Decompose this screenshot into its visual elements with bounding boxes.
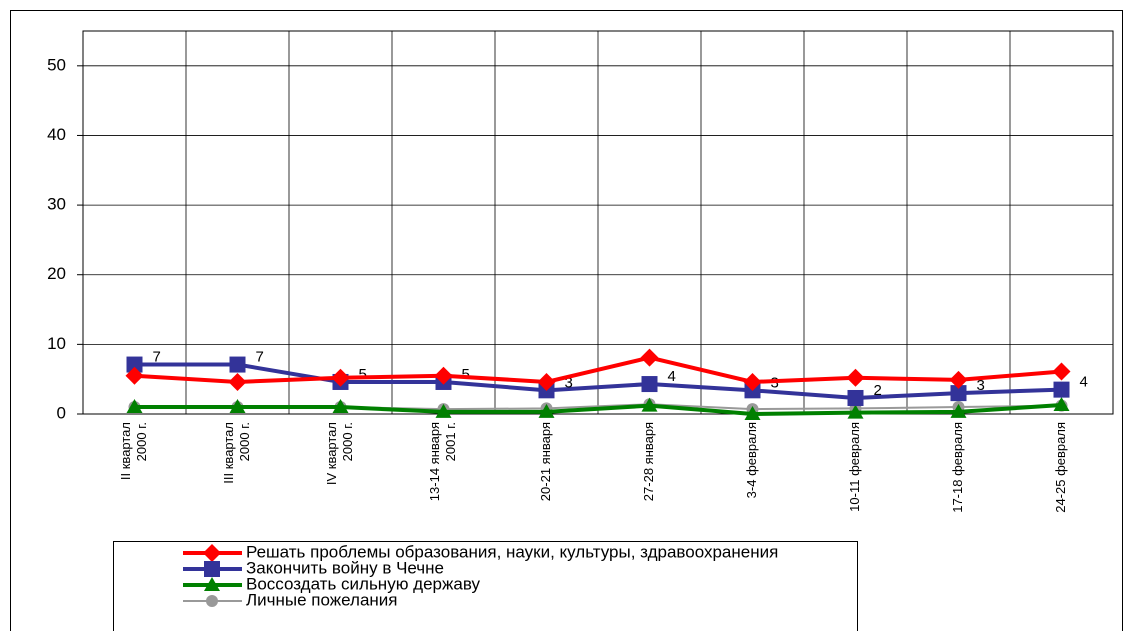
point: [641, 397, 658, 412]
data-label: 2: [874, 382, 882, 399]
point: [950, 385, 967, 402]
point: [744, 406, 761, 420]
point: [125, 366, 144, 385]
y-tick-label: 20: [47, 264, 66, 283]
chart-border: [10, 10, 1123, 631]
point: [229, 399, 246, 414]
y-tick-label: 30: [47, 195, 66, 214]
point: [1053, 381, 1070, 398]
point: [126, 356, 143, 373]
point: [204, 561, 220, 577]
point: [1052, 362, 1071, 381]
data-label: 3: [977, 377, 985, 394]
x-tick-label: III квартал: [221, 422, 236, 484]
data-label: 4: [1080, 374, 1088, 391]
point: [538, 403, 555, 418]
point: [434, 366, 453, 385]
x-tick-label: 10-11 февраля: [847, 422, 862, 512]
point: [846, 368, 865, 387]
x-tick-label: 2001 г.: [443, 422, 458, 461]
x-tick-label: 2000 г.: [134, 422, 149, 461]
point: [331, 368, 350, 387]
point: [229, 356, 246, 373]
series-line: [134, 355, 1062, 384]
point: [204, 577, 220, 591]
point: [847, 389, 864, 406]
point: [203, 544, 221, 562]
legend-label: Решать проблемы образования, науки, куль…: [246, 542, 778, 561]
x-tick-label: 24-25 февраля: [1053, 422, 1068, 513]
point: [435, 403, 452, 418]
x-tick-label: 2000 г.: [237, 422, 252, 461]
series-line: [134, 402, 1062, 417]
data-label: 4: [668, 368, 676, 385]
x-tick-label: IV квартал: [324, 422, 339, 485]
point: [537, 372, 556, 391]
point: [641, 376, 658, 393]
point: [206, 595, 218, 607]
point: [949, 370, 968, 389]
point: [332, 399, 349, 414]
x-tick-label: 17-18 февраля: [950, 422, 965, 513]
x-tick-label: II квартал: [118, 422, 133, 480]
y-tick-label: 10: [47, 334, 66, 353]
series-line: [134, 362, 1062, 400]
plot-area: [82, 30, 1114, 415]
x-tick-label: 27-28 января: [641, 422, 656, 501]
x-tick-label: 3-4 февраля: [744, 422, 759, 498]
x-tick-label: 13-14 января: [427, 422, 442, 501]
x-tick-label: 2000 г.: [340, 422, 355, 461]
point: [950, 403, 967, 418]
legend-label: Закончить войну в Чечне: [246, 558, 444, 577]
legend-label: Воссоздать сильную державу: [246, 574, 480, 593]
data-label: 5: [462, 366, 470, 383]
point: [126, 399, 143, 414]
data-label: 3: [565, 374, 573, 391]
data-label: 7: [153, 349, 161, 366]
y-tick-label: 40: [47, 125, 66, 144]
point: [847, 404, 864, 419]
y-tick-label: 0: [57, 403, 66, 422]
point: [1053, 396, 1070, 411]
x-tick-label: 20-21 января: [538, 422, 553, 501]
data-label: 5: [359, 366, 367, 383]
y-tick-label: 50: [47, 55, 66, 74]
point: [640, 348, 659, 367]
data-label: 7: [256, 349, 264, 366]
point: [228, 372, 247, 391]
legend-label: Личные пожелания: [246, 590, 398, 609]
point: [743, 372, 762, 391]
